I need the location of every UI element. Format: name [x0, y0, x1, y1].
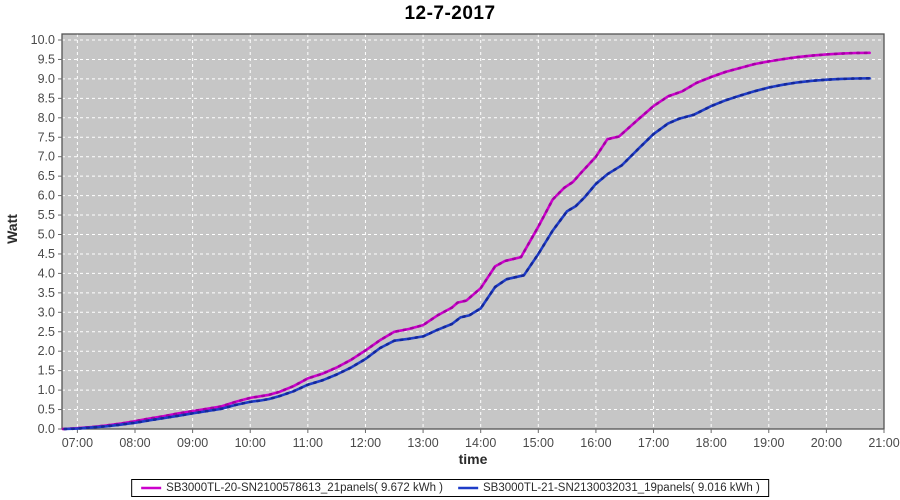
y-tick-label: 1.5: [38, 364, 55, 378]
y-tick-label: 4.0: [38, 266, 55, 280]
legend-label-series2: SB3000TL-21-SN2130032031_19panels( 9.016…: [483, 482, 760, 494]
x-tick-label: 11:00: [293, 436, 323, 450]
plot-background: [62, 34, 884, 429]
y-tick-label: 0.0: [38, 422, 55, 436]
y-tick-label: 0.5: [38, 403, 55, 417]
y-tick-label: 8.0: [38, 111, 55, 125]
y-tick-label: 3.0: [38, 305, 55, 319]
x-tick-label: 21:00: [868, 436, 899, 450]
y-tick-label: 9.0: [38, 72, 55, 86]
y-tick-label: 5.0: [38, 228, 55, 242]
chart-title: 12-7-2017: [404, 3, 496, 24]
x-tick-label: 19:00: [753, 436, 784, 450]
legend-item-series2: SB3000TL-21-SN2130032031_19panels( 9.016…: [457, 482, 760, 494]
y-tick-label: 4.5: [38, 247, 55, 261]
x-tick-label: 12:00: [350, 436, 381, 450]
x-tick-label: 14:00: [465, 436, 496, 450]
legend-item-series1: SB3000TL-20-SN2100578613_21panels( 9.672…: [140, 482, 443, 494]
legend-label-series1: SB3000TL-20-SN2100578613_21panels( 9.672…: [166, 482, 443, 494]
y-tick-label: 2.0: [38, 344, 55, 358]
y-tick-label: 10.0: [31, 33, 55, 47]
y-tick-label: 2.5: [38, 325, 55, 339]
y-tick-label: 9.5: [38, 52, 55, 66]
x-tick-label: 16:00: [580, 436, 611, 450]
x-axis-label: time: [458, 451, 488, 467]
series-point-markers-1: [61, 51, 871, 431]
x-tick-label: 18:00: [696, 436, 727, 450]
legend: SB3000TL-20-SN2100578613_21panels( 9.672…: [131, 479, 769, 497]
y-tick-label: 8.5: [38, 91, 55, 105]
x-tick-label: 10:00: [235, 436, 266, 450]
y-tick-label: 7.5: [38, 130, 55, 144]
x-tick-label: 20:00: [811, 436, 842, 450]
plot-border: [61, 33, 885, 430]
x-tick-label: 17:00: [638, 436, 669, 450]
y-tick-label: 6.0: [38, 189, 55, 203]
x-tick-label: 07:00: [62, 436, 93, 450]
x-tick-label: 09:00: [177, 436, 208, 450]
series2-line-icon: [458, 486, 478, 490]
x-tick-label: 08:00: [119, 436, 150, 450]
x-tick-label: 13:00: [407, 436, 438, 450]
x-tick-label: 15:00: [523, 436, 554, 450]
y-tick-label: 5.5: [38, 208, 55, 222]
y-tick-label: 3.5: [38, 286, 55, 300]
series1-line-icon: [141, 486, 162, 490]
y-tick-label: 7.0: [38, 150, 55, 164]
series-point-markers-2: [63, 77, 871, 431]
y-tick-label: 1.0: [38, 383, 55, 397]
y-axis-label: Watt: [4, 214, 20, 244]
y-tick-label: 6.5: [38, 169, 55, 183]
